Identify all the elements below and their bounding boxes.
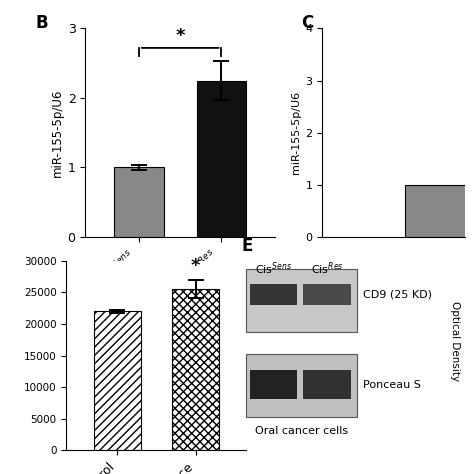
FancyBboxPatch shape bbox=[246, 354, 357, 417]
Bar bbox=[94, 311, 141, 450]
Text: Ponceau S: Ponceau S bbox=[363, 380, 421, 390]
Bar bbox=[114, 167, 164, 237]
Text: C: C bbox=[301, 14, 313, 32]
Text: Cis$^{Res}$: Cis$^{Res}$ bbox=[311, 260, 344, 277]
Bar bbox=[172, 289, 219, 450]
Text: Cis$^{Sens}$: Cis$^{Sens}$ bbox=[255, 260, 292, 277]
Y-axis label: miR-155-5p/U6: miR-155-5p/U6 bbox=[50, 89, 64, 177]
Text: Optical Density: Optical Density bbox=[450, 301, 460, 382]
Bar bbox=[405, 185, 474, 237]
FancyBboxPatch shape bbox=[250, 370, 298, 399]
FancyBboxPatch shape bbox=[303, 283, 351, 305]
Title: Cellular level: Cellular level bbox=[129, 0, 231, 1]
FancyBboxPatch shape bbox=[246, 269, 357, 332]
Y-axis label: miR-155-5p/U6: miR-155-5p/U6 bbox=[292, 91, 301, 174]
Text: E: E bbox=[242, 237, 253, 255]
Text: Oral cancer cells: Oral cancer cells bbox=[255, 426, 348, 436]
Text: CD9 (25 KD): CD9 (25 KD) bbox=[363, 290, 432, 300]
FancyBboxPatch shape bbox=[303, 370, 351, 399]
Text: *: * bbox=[175, 27, 185, 45]
Text: B: B bbox=[36, 14, 48, 32]
Bar bbox=[197, 81, 246, 237]
FancyBboxPatch shape bbox=[250, 283, 298, 305]
Text: *: * bbox=[191, 257, 201, 275]
